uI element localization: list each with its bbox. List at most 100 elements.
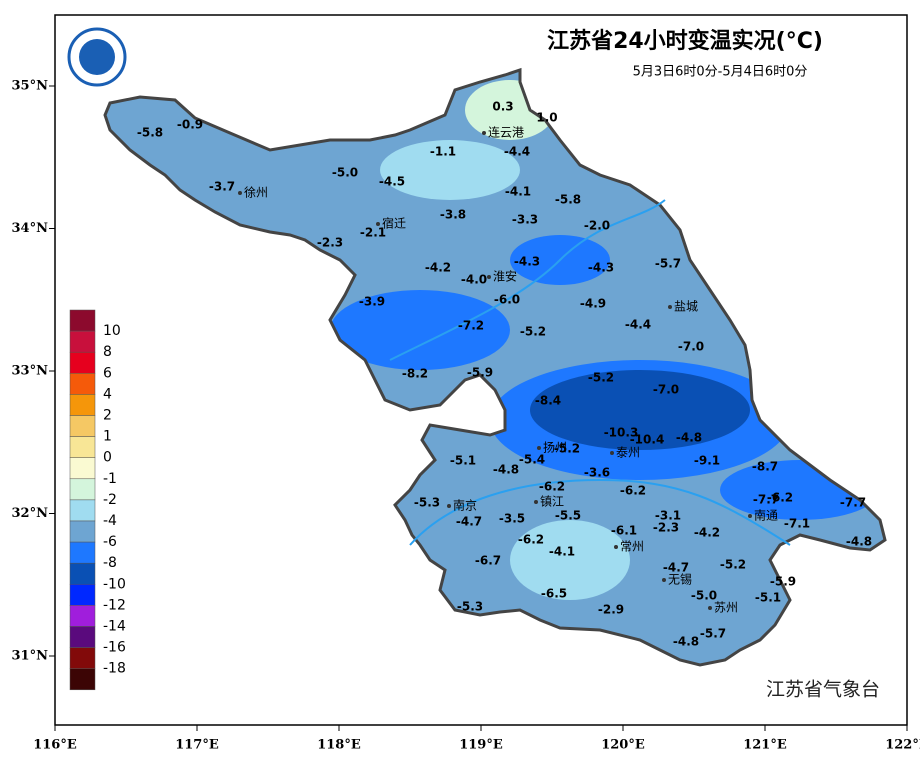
legend-label: -1	[103, 471, 117, 487]
station-value: -5.8	[137, 126, 163, 140]
station-value: -6.7	[475, 554, 501, 568]
city-dot	[238, 191, 242, 195]
legend-swatch	[69, 373, 96, 395]
station-value: -9.1	[694, 454, 720, 468]
station-value: -2.0	[584, 219, 610, 233]
legend-label: 6	[103, 365, 112, 381]
legend-swatch	[69, 647, 96, 669]
station-value: -5.0	[691, 589, 717, 603]
city-dot	[748, 514, 752, 518]
station-value: -4.4	[504, 145, 530, 159]
station-value: -3.8	[440, 208, 466, 222]
legend-swatch	[69, 415, 96, 437]
city-name: 常州	[620, 540, 644, 554]
station-value: -4.5	[379, 175, 405, 189]
legend-swatch	[69, 436, 96, 458]
station-value: -5.3	[414, 496, 440, 510]
station-value: -7.7	[753, 493, 779, 507]
city-name: 南京	[453, 498, 477, 513]
station-value: -6.2	[767, 491, 793, 505]
city-dot	[662, 578, 666, 582]
legend-label: 1	[103, 429, 112, 445]
legend-swatch	[69, 668, 96, 691]
x-tick-label: 122°E	[885, 738, 920, 753]
city-name: 南通	[754, 508, 778, 523]
station-value: -6.2	[518, 533, 544, 547]
x-tick-label: 118°E	[317, 738, 361, 753]
station-value: -8.7	[752, 460, 778, 474]
legend-label: -6	[103, 534, 117, 550]
legend-label: -16	[103, 640, 126, 656]
station-value: -7.1	[784, 517, 810, 531]
station-value: 1.0	[536, 111, 557, 125]
legend-swatch	[69, 351, 96, 374]
station-value: -10.4	[630, 433, 665, 447]
y-tick-label: 34°N	[12, 221, 49, 236]
city-dot	[447, 504, 451, 508]
city-dot	[534, 500, 538, 504]
legend-label: -12	[103, 597, 126, 613]
x-tick-label: 119°E	[459, 738, 503, 753]
station-value: -5.3	[457, 600, 483, 614]
city-name: 镇江	[540, 495, 564, 509]
legend-label: 2	[103, 408, 112, 424]
station-value: -7.7	[840, 496, 866, 510]
station-value: 0.3	[492, 100, 513, 114]
y-tick-label: 32°N	[12, 506, 49, 521]
river	[409, 478, 791, 546]
station-value: -5.1	[450, 454, 476, 468]
station-value: -5.2	[520, 325, 546, 339]
city-name: 宿迁	[382, 216, 406, 231]
river	[389, 199, 666, 361]
station-value: -2.3	[653, 521, 679, 535]
station-value: -5.7	[655, 257, 681, 271]
city-dot	[487, 275, 491, 279]
subtitle: 5月3日6时0分-5月4日6时0分	[633, 65, 808, 80]
station-value: -3.7	[209, 180, 235, 194]
legend-label: 8	[103, 344, 112, 360]
station-value: -3.5	[499, 512, 525, 526]
station-value: -5.7	[700, 627, 726, 641]
city-name: 无锡	[668, 572, 692, 587]
legend-label: 4	[103, 386, 112, 402]
station-value: -8.2	[402, 367, 428, 381]
city-name: 淮安	[493, 269, 517, 284]
y-tick-label: 33°N	[12, 364, 49, 379]
city-name: 盐城	[674, 300, 698, 314]
legend-swatch	[69, 394, 96, 416]
legend-swatch	[69, 499, 96, 522]
y-tick-label: 31°N	[12, 649, 49, 664]
station-value: -4.1	[549, 545, 575, 559]
x-tick-label: 116°E	[33, 738, 77, 753]
legend-label: 0	[103, 450, 112, 466]
station-value: -4.3	[588, 261, 614, 275]
city-dot	[708, 606, 712, 610]
station-value: -5.5	[555, 509, 581, 523]
city-name: 泰州	[616, 446, 640, 460]
station-value: -4.2	[694, 526, 720, 540]
legend-swatch	[69, 457, 96, 480]
station-value: -8.4	[535, 394, 561, 408]
station-value: -3.9	[359, 295, 385, 309]
station-value: -5.0	[332, 166, 358, 180]
station-value: -5.9	[467, 366, 493, 380]
station-value: -0.9	[177, 118, 203, 132]
city-name: 连云港	[488, 125, 524, 140]
station-value: -10.3	[604, 426, 639, 440]
legend-label: -10	[103, 576, 126, 592]
station-value: -3.3	[512, 213, 538, 227]
legend-label: -14	[103, 619, 126, 635]
legend-label: 10	[103, 323, 121, 339]
city-name: 徐州	[244, 185, 268, 200]
station-value: -7.0	[653, 383, 679, 397]
legend-swatch	[69, 626, 96, 648]
station-value: -2.9	[598, 603, 624, 617]
station-value: -6.5	[541, 587, 567, 601]
legend-label: -2	[103, 492, 117, 508]
station-value: -4.0	[461, 273, 487, 287]
station-value: -5.2	[720, 558, 746, 572]
city-dot	[537, 446, 541, 450]
station-value: -5.9	[770, 575, 796, 589]
station-value: -5.2	[554, 442, 580, 456]
